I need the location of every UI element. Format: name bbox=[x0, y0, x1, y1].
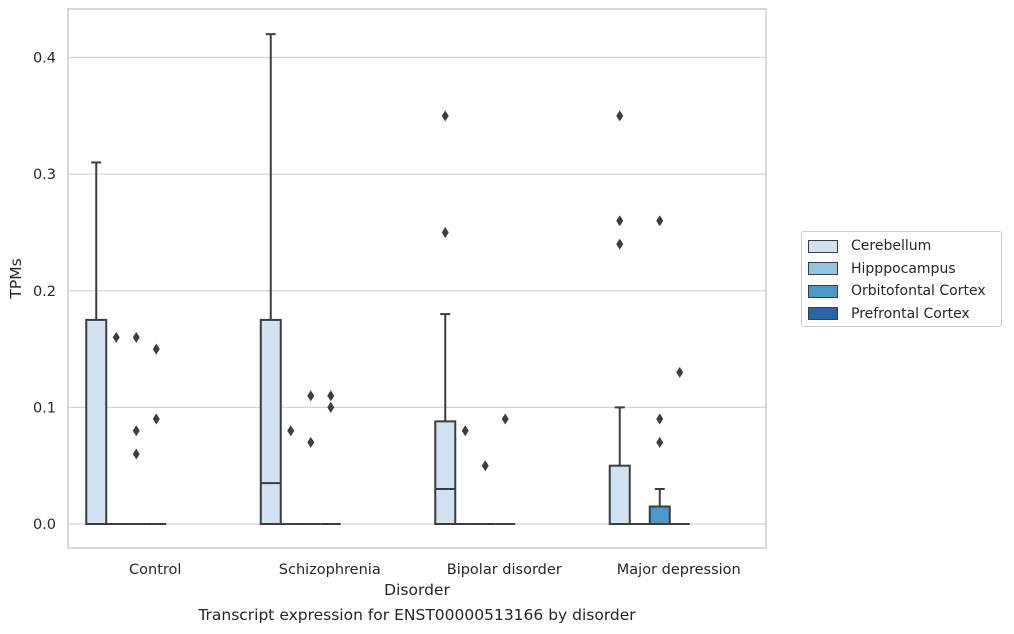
outlier-point bbox=[132, 425, 140, 437]
outlier-point bbox=[287, 425, 295, 437]
box-body bbox=[85, 318, 108, 525]
outlier-point bbox=[132, 331, 140, 343]
box-prefrontal-cortex bbox=[495, 413, 516, 525]
legend-swatch bbox=[808, 262, 838, 276]
y-tick-label: 0.3 bbox=[33, 167, 56, 183]
y-axis-label: TPMs bbox=[7, 258, 25, 299]
box-hipppocampus bbox=[455, 425, 476, 525]
gridlines bbox=[68, 56, 766, 525]
box-body bbox=[434, 420, 457, 525]
outlier-point bbox=[441, 110, 449, 122]
legend-swatch bbox=[808, 239, 838, 253]
outlier-point bbox=[327, 390, 335, 402]
box-cerebellum bbox=[259, 33, 282, 525]
outlier-point bbox=[112, 331, 120, 343]
box-prefrontal-cortex bbox=[146, 343, 167, 525]
legend-swatch bbox=[808, 307, 838, 321]
outlier-point bbox=[132, 448, 140, 460]
outlier-point bbox=[656, 436, 664, 448]
y-tick-label: 0.2 bbox=[33, 284, 56, 300]
chart-caption: Transcript expression for ENST0000051316… bbox=[198, 606, 636, 624]
x-axis-label: Disorder bbox=[384, 581, 450, 599]
box-orbitofontal-cortex bbox=[300, 390, 321, 525]
box-cerebellum bbox=[608, 110, 631, 525]
outlier-point bbox=[327, 401, 335, 413]
legend-item-hippocampus: Hipppocampus bbox=[808, 258, 1001, 281]
box-hipppocampus bbox=[106, 331, 127, 525]
y-tick-label: 0.4 bbox=[33, 51, 56, 67]
box-cerebellum bbox=[85, 161, 108, 525]
box-orbitofontal-cortex bbox=[648, 215, 671, 526]
outlier-point bbox=[501, 413, 509, 425]
x-tick-label: Control bbox=[129, 562, 181, 578]
legend-swatch bbox=[808, 284, 838, 298]
x-tick-label: Bipolar disorder bbox=[447, 562, 562, 578]
legend-item-cerebellum: Cerebellum bbox=[808, 235, 1001, 258]
outlier-point bbox=[152, 343, 160, 355]
outlier-point bbox=[307, 390, 315, 402]
y-tick-label: 0.1 bbox=[33, 400, 56, 416]
box-orbitofontal-cortex bbox=[126, 331, 147, 525]
outlier-point bbox=[616, 238, 624, 250]
box-orbitofontal-cortex bbox=[475, 460, 496, 525]
x-tick-label: Schizophrenia bbox=[279, 562, 381, 578]
legend-label: Hipppocampus bbox=[851, 260, 956, 277]
legend-label: Prefrontal Cortex bbox=[851, 305, 970, 322]
plot-frame bbox=[67, 8, 767, 549]
legend: Cerebellum Hipppocampus Orbitofontal Cor… bbox=[801, 231, 1002, 327]
outlier-point bbox=[656, 215, 664, 227]
outlier-point bbox=[441, 226, 449, 238]
box-marks bbox=[85, 33, 690, 526]
box-prefrontal-cortex bbox=[669, 366, 690, 525]
axis-labels: 0.0 0.1 0.2 0.3 0.4 Control Schizophrenia Bipol… bbox=[7, 51, 741, 600]
outlier-point bbox=[481, 460, 489, 472]
outlier-point bbox=[616, 110, 624, 122]
x-tick-label: Major depression bbox=[617, 562, 741, 578]
box-hipppocampus bbox=[280, 425, 301, 525]
box-cerebellum bbox=[434, 110, 457, 525]
legend-label: Orbitofontal Cortex bbox=[851, 283, 986, 300]
outlier-point bbox=[461, 425, 469, 437]
legend-item-prefrontal-cortex: Prefrontal Cortex bbox=[808, 303, 1001, 326]
box-prefrontal-cortex bbox=[320, 390, 341, 525]
outlier-point bbox=[676, 366, 684, 378]
box-body bbox=[608, 464, 631, 525]
box-body bbox=[648, 505, 671, 526]
axes bbox=[67, 8, 767, 549]
outlier-point bbox=[307, 436, 315, 448]
legend-item-orbitofrontal-cortex: Orbitofontal Cortex bbox=[808, 280, 1001, 303]
legend-label: Cerebellum bbox=[851, 238, 932, 255]
outlier-point bbox=[152, 413, 160, 425]
y-tick-label: 0.0 bbox=[33, 517, 56, 533]
outlier-point bbox=[656, 413, 664, 425]
box-body bbox=[259, 318, 282, 525]
outlier-point bbox=[616, 215, 624, 227]
